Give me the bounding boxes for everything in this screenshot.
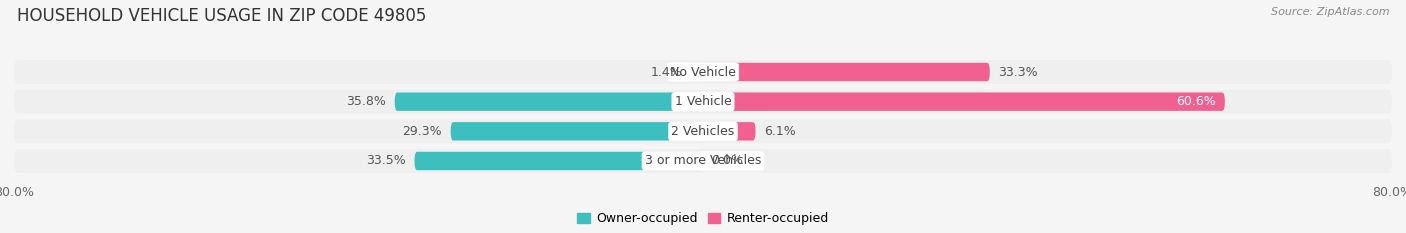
FancyBboxPatch shape [14,90,1392,113]
Text: 6.1%: 6.1% [763,125,796,138]
Text: HOUSEHOLD VEHICLE USAGE IN ZIP CODE 49805: HOUSEHOLD VEHICLE USAGE IN ZIP CODE 4980… [17,7,426,25]
Text: 1 Vehicle: 1 Vehicle [675,95,731,108]
FancyBboxPatch shape [395,93,703,111]
FancyBboxPatch shape [703,122,755,140]
Legend: Owner-occupied, Renter-occupied: Owner-occupied, Renter-occupied [572,207,834,230]
Text: 60.6%: 60.6% [1177,95,1216,108]
Text: No Vehicle: No Vehicle [671,65,735,79]
FancyBboxPatch shape [14,60,1392,84]
Text: 35.8%: 35.8% [346,95,387,108]
FancyBboxPatch shape [415,152,703,170]
FancyBboxPatch shape [703,93,1225,111]
Text: 3 or more Vehicles: 3 or more Vehicles [645,154,761,168]
Text: 33.5%: 33.5% [366,154,406,168]
Text: 0.0%: 0.0% [711,154,744,168]
Text: Source: ZipAtlas.com: Source: ZipAtlas.com [1271,7,1389,17]
FancyBboxPatch shape [14,120,1392,143]
FancyBboxPatch shape [451,122,703,140]
FancyBboxPatch shape [703,63,990,81]
FancyBboxPatch shape [690,63,703,81]
Text: 29.3%: 29.3% [402,125,441,138]
Text: 33.3%: 33.3% [998,65,1038,79]
Text: 2 Vehicles: 2 Vehicles [672,125,734,138]
Text: 1.4%: 1.4% [651,65,682,79]
FancyBboxPatch shape [14,149,1392,173]
